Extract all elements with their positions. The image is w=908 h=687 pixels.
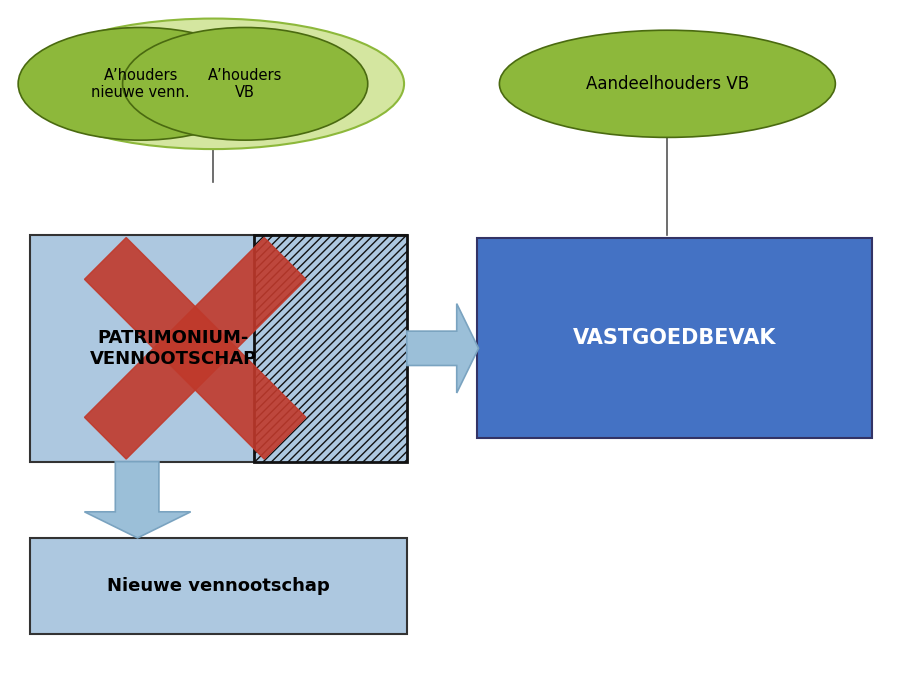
Ellipse shape <box>23 19 404 149</box>
Polygon shape <box>84 238 306 459</box>
FancyBboxPatch shape <box>30 235 407 462</box>
Text: VASTGOEDBEVAK: VASTGOEDBEVAK <box>572 328 776 348</box>
Polygon shape <box>407 304 479 393</box>
Text: Aandeelhouders VB: Aandeelhouders VB <box>586 75 749 93</box>
Polygon shape <box>84 462 191 538</box>
Ellipse shape <box>18 27 263 140</box>
Ellipse shape <box>123 27 368 140</box>
Text: Nieuwe vennootschap: Nieuwe vennootschap <box>107 577 330 595</box>
Text: A’houders
nieuwe venn.: A’houders nieuwe venn. <box>92 67 190 100</box>
FancyBboxPatch shape <box>477 238 872 438</box>
FancyBboxPatch shape <box>30 538 407 634</box>
Text: A’houders
VB: A’houders VB <box>208 67 282 100</box>
Ellipse shape <box>499 30 835 137</box>
FancyBboxPatch shape <box>254 235 407 462</box>
Polygon shape <box>84 238 306 459</box>
Text: PATRIMONIUM-
VENNOOTSCHAP: PATRIMONIUM- VENNOOTSCHAP <box>90 329 257 368</box>
